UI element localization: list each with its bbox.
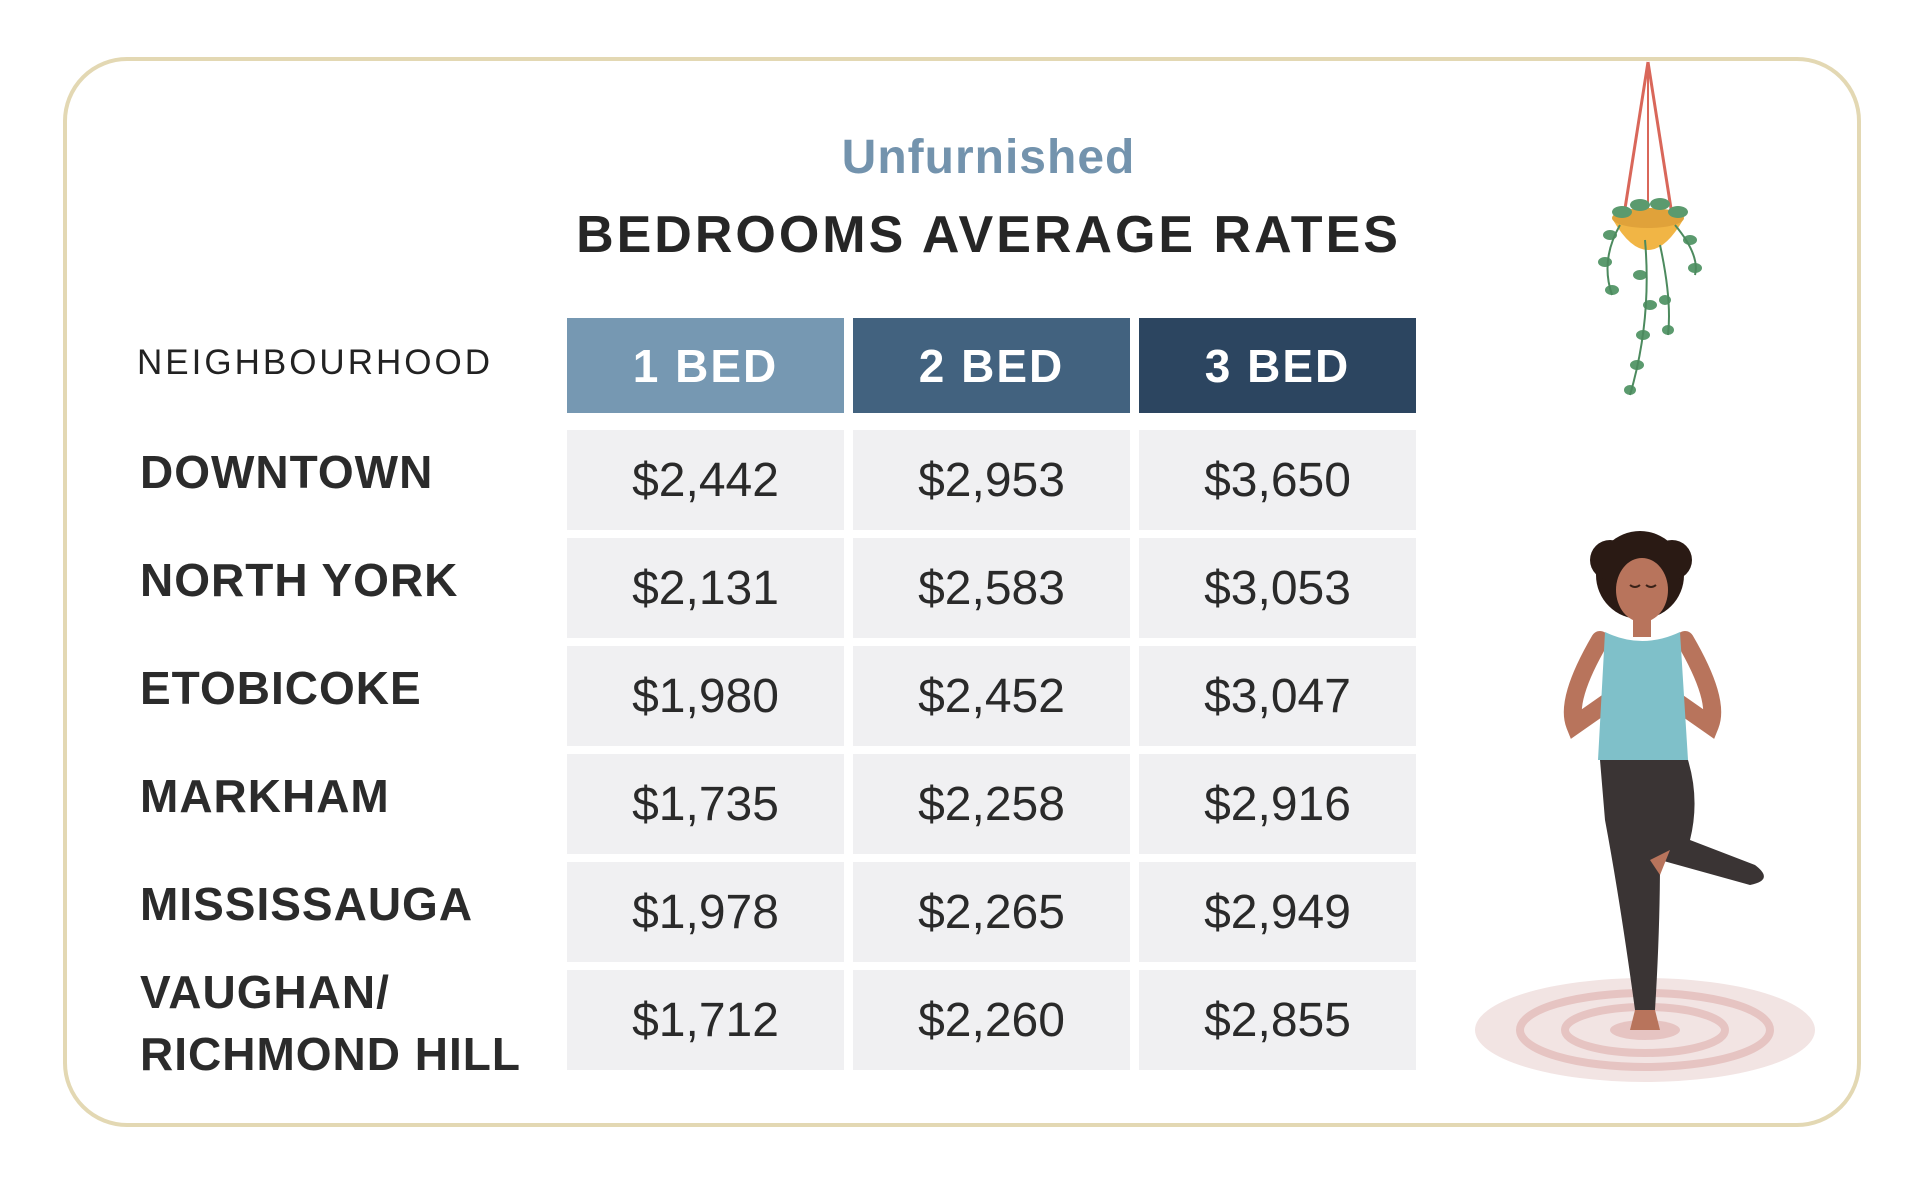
rate-cell: $1,712 xyxy=(567,970,844,1070)
rate-cell: $2,258 xyxy=(853,754,1130,854)
hanging-plant-icon xyxy=(1598,61,1702,396)
row-label: VAUGHAN/ RICHMOND HILL xyxy=(140,965,521,1080)
column-header-3-bed: 3 BED xyxy=(1139,318,1416,413)
row-label: MISSISSAUGA xyxy=(140,878,474,930)
page-title: BEDROOMS AVERAGE RATES xyxy=(576,206,1401,264)
rate-cell: $2,583 xyxy=(853,538,1130,638)
rate-cell: $2,452 xyxy=(853,646,1130,746)
yoga-woman-icon xyxy=(1475,531,1815,1082)
rate-cell: $1,980 xyxy=(567,646,844,746)
rate-cell: $2,131 xyxy=(567,538,844,638)
column-header-2-bed: 2 BED xyxy=(853,318,1130,413)
rate-cell: $1,735 xyxy=(567,754,844,854)
rate-cell: $2,855 xyxy=(1139,970,1416,1070)
rate-cell: $2,949 xyxy=(1139,862,1416,962)
subtitle: Unfurnished xyxy=(841,131,1136,184)
rate-cell: $3,053 xyxy=(1139,538,1416,638)
rate-cell: $2,260 xyxy=(853,970,1130,1070)
neighbourhood-header: NEIGHBOURHOOD xyxy=(137,343,493,382)
row-label: ETOBICOKE xyxy=(140,662,422,714)
rate-cell: $3,650 xyxy=(1139,430,1416,530)
row-label: MARKHAM xyxy=(140,770,390,822)
rate-cell: $1,978 xyxy=(567,862,844,962)
row-label: NORTH YORK xyxy=(140,554,459,606)
row-label: DOWNTOWN xyxy=(140,446,434,498)
rate-cell: $2,442 xyxy=(567,430,844,530)
rate-cell: $2,916 xyxy=(1139,754,1416,854)
column-header-1-bed: 1 BED xyxy=(567,318,844,413)
rate-cell: $3,047 xyxy=(1139,646,1416,746)
rate-cell: $2,265 xyxy=(853,862,1130,962)
rate-cell: $2,953 xyxy=(853,430,1130,530)
